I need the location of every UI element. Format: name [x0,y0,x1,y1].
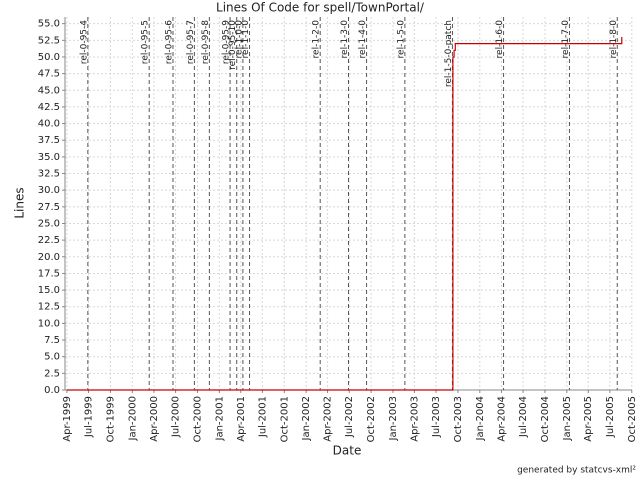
x-tick-label: Jul-2004 [518,396,529,438]
x-tick-label: Apr-2003 [409,396,420,442]
marker-label: rel-1-5-0 [396,20,406,59]
y-tick-label: 15.0 [38,285,60,296]
y-tick-label: 32.5 [38,169,60,180]
y-tick-label: 30.0 [38,185,60,196]
y-tick-label: 7.5 [44,335,60,346]
x-tick-label: Jan-2000 [127,396,138,441]
credit: generated by statcvs-xml² [517,466,636,476]
y-tick-label: 42.5 [38,102,60,113]
y-tick-label: 2.5 [44,368,60,379]
marker-label: rel-1-1-0 [241,20,251,59]
x-tick-label: Apr-2005 [583,396,594,442]
y-tick-label: 50.0 [38,52,60,63]
x-tick-label: Oct-2001 [279,396,290,442]
marker-label: rel-1-5-0-patch [444,20,454,87]
y-tick-label: 52.5 [38,35,60,46]
y-tick-label: 12.5 [38,302,60,313]
x-tick-label: Oct-1999 [105,396,116,442]
y-axis-label: Lines [13,187,27,218]
x-tick-label: Oct-2004 [540,396,551,442]
y-tick-label: 17.5 [38,268,60,279]
x-tick-label: Jan-2001 [214,396,225,441]
marker-label: rel-1-7-0 [561,20,571,59]
y-tick-label: 37.5 [38,135,60,146]
marker-label: rel-0-95-8 [201,20,211,64]
y-tick-label: 20.0 [38,252,60,263]
x-tick-label: Jul-2005 [605,396,616,438]
marker-label: rel-1-0-0 [234,20,244,59]
y-tick-label: 45.0 [38,85,60,96]
marker-label: rel-1-4-0 [358,20,368,59]
y-tick-label: 10.0 [38,318,60,329]
marker-label: rel-0-95-9 [222,20,232,64]
x-tick-label: Jul-2003 [431,396,442,438]
marker-label: rel-1-8-0 [609,20,619,59]
x-tick-label: Jul-2000 [171,396,182,438]
y-tick-label: 55.0 [38,19,60,30]
marker-label: rel-0-95-4 [79,20,89,64]
y-tick-label: 40.0 [38,119,60,130]
y-tick-label: 0.0 [44,385,60,396]
marker-label: rel-0-95-10 [228,20,238,70]
x-tick-label: Oct-2005 [627,396,638,442]
y-tick-label: 35.0 [38,152,60,163]
x-tick-label: Apr-2001 [236,396,247,442]
x-tick-label: Jul-2002 [344,396,355,438]
y-tick-label: 47.5 [38,69,60,80]
marker-label: rel-0-95-5 [141,20,151,64]
y-tick-label: 5.0 [44,352,60,363]
x-tick-label: Oct-2002 [366,396,377,442]
marker-label: rel-1-6-0 [495,20,505,59]
x-tick-label: Apr-1999 [62,396,73,442]
x-tick-label: Oct-2000 [192,396,203,442]
x-tick-label: Apr-2000 [149,396,160,442]
marker-label: rel-0-95-6 [164,20,174,64]
marker-label: rel-1-3-0 [340,20,350,59]
x-tick-label: Apr-2002 [323,396,334,442]
x-tick-label: Jan-2004 [475,396,486,441]
y-tick-label: 27.5 [38,202,60,213]
marker-label: rel-1-2-0 [312,20,322,59]
x-tick-label: Apr-2004 [496,396,507,442]
y-tick-label: 25.0 [38,218,60,229]
marker-label: rel-0-95-7 [186,20,196,64]
y-tick-label: 22.5 [38,235,60,246]
chart-title: Lines Of Code for spell/TownPortal/ [216,1,425,15]
x-tick-label: Jan-2003 [388,396,399,441]
x-tick-label: Jan-2005 [562,396,573,441]
x-tick-label: Jan-2002 [301,396,312,441]
x-axis-label: Date [333,444,362,458]
x-tick-label: Oct-2003 [453,396,464,442]
x-tick-label: Jul-2001 [257,396,268,438]
data-line [66,36,623,391]
x-tick-label: Jul-1999 [84,396,95,438]
